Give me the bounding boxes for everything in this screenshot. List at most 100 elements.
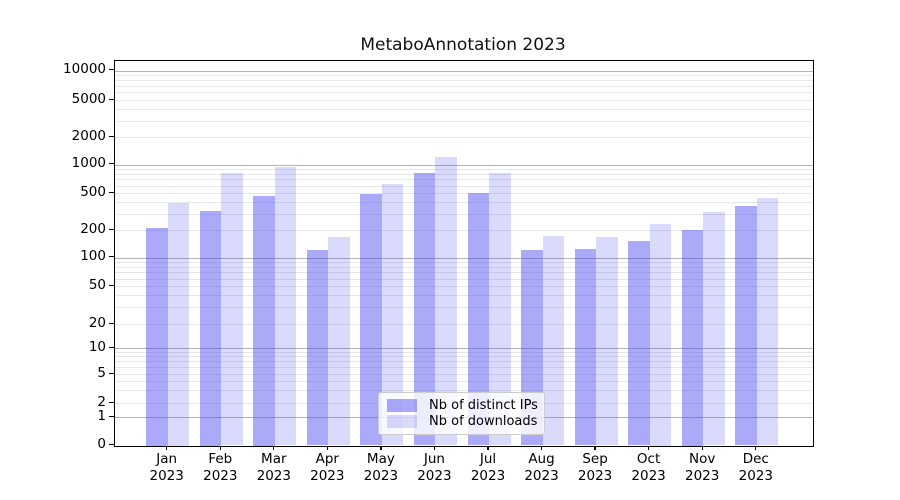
legend-label: Nb of downloads [429, 414, 538, 429]
y-tick-label: 2 [97, 393, 106, 410]
month-label: Oct [636, 451, 661, 467]
year-label: 2023 [738, 468, 773, 484]
x-tick-label: Dec 2023 [724, 451, 788, 485]
y-tick-label: 200 [80, 220, 106, 237]
y-tick [109, 256, 114, 258]
x-tick [594, 446, 596, 450]
gridline-minor [115, 120, 813, 122]
bar-distinct-ips [413, 172, 436, 446]
gridline-minor [115, 185, 813, 187]
x-tick [433, 446, 436, 450]
x-tick [701, 446, 703, 450]
gridline-minor [115, 80, 813, 81]
y-tick [109, 191, 114, 193]
month-label: Jan [156, 451, 178, 467]
gridline-minor [115, 193, 813, 194]
bar-downloads [274, 166, 297, 446]
y-tick [109, 69, 114, 71]
y-tick [109, 284, 114, 286]
x-tick-label: Aug 2023 [510, 451, 574, 485]
bar-downloads [649, 223, 672, 446]
bar-distinct-ips [253, 195, 275, 446]
gridline-minor [115, 295, 813, 297]
y-tick-label: 1000 [71, 155, 106, 171]
gridline-minor [115, 202, 813, 203]
x-tick-label: Jan 2023 [135, 451, 199, 485]
year-label: 2023 [577, 468, 613, 484]
month-label: Feb [208, 451, 233, 467]
gridline-minor [115, 92, 813, 94]
gridline-minor [115, 100, 813, 101]
y-tick-label: 10000 [63, 61, 106, 77]
year-label: 2023 [149, 468, 184, 484]
y-tick [109, 372, 114, 374]
bar-downloads [542, 236, 564, 446]
bar-distinct-ips [199, 211, 222, 446]
gridline-minor [115, 381, 813, 383]
month-label: Jul [479, 451, 497, 467]
gridline-major [115, 348, 813, 349]
bar-downloads [489, 172, 511, 446]
bar-downloads [328, 236, 350, 446]
gridline-minor [115, 367, 813, 369]
gridline-minor [115, 374, 813, 375]
y-tick [109, 322, 114, 324]
gridline-minor [115, 266, 813, 268]
month-label: Sep [582, 451, 608, 467]
x-tick [326, 446, 328, 450]
x-tick [755, 446, 757, 450]
gridline-minor [115, 324, 813, 325]
y-tick [109, 346, 114, 348]
legend-label: Nb of distinct IPs [429, 398, 538, 413]
x-tick-label: Oct 2023 [617, 451, 681, 485]
year-label: 2023 [685, 468, 720, 484]
bar-downloads [221, 173, 243, 446]
y-tick-label: 500 [80, 183, 106, 200]
gridline-minor [115, 75, 813, 76]
gridline-minor [115, 361, 813, 363]
gridline-minor [115, 352, 813, 353]
bar-downloads [167, 203, 190, 446]
y-tick [109, 415, 114, 417]
year-label: 2023 [203, 468, 238, 484]
gridline-minor [115, 109, 813, 110]
gridline-major [115, 164, 813, 166]
year-label: 2023 [363, 468, 399, 484]
bar-distinct-ips [146, 228, 168, 446]
y-tick [109, 444, 114, 446]
gridline-minor [115, 307, 813, 309]
gridline-minor [115, 230, 813, 231]
year-label: 2023 [631, 468, 666, 484]
y-tick-label: 1 [97, 407, 106, 424]
y-tick-label: 0 [97, 436, 106, 452]
x-tick-label: Apr 2023 [295, 451, 359, 485]
legend-swatch-downloads [387, 415, 417, 428]
bar-downloads [381, 184, 404, 446]
bar-downloads [435, 157, 457, 446]
legend-swatch-distinct-ips [387, 399, 417, 412]
x-tick [487, 446, 489, 450]
month-label: Aug [528, 451, 555, 467]
gridline-minor [115, 272, 813, 274]
gridline-minor [115, 179, 813, 181]
y-tick [109, 98, 114, 100]
gridline-minor [115, 278, 813, 280]
x-tick-label: Feb 2023 [188, 451, 252, 485]
year-label: 2023 [417, 468, 452, 484]
x-tick-label: Mar 2023 [242, 451, 306, 485]
gridline-minor [115, 85, 813, 87]
x-tick-label: Nov 2023 [670, 451, 734, 485]
bar-distinct-ips [467, 192, 489, 446]
y-tick-label: 2000 [71, 127, 106, 144]
gridline-minor [115, 213, 813, 215]
year-label: 2023 [256, 468, 291, 484]
y-tick [109, 163, 114, 165]
x-tick [219, 446, 221, 450]
x-tick-label: May 2023 [349, 451, 413, 485]
y-tick-label: 5000 [71, 90, 106, 107]
gridline-minor [115, 286, 813, 287]
month-label: May [366, 451, 395, 467]
x-tick [540, 446, 543, 450]
bar-distinct-ips [628, 241, 650, 446]
